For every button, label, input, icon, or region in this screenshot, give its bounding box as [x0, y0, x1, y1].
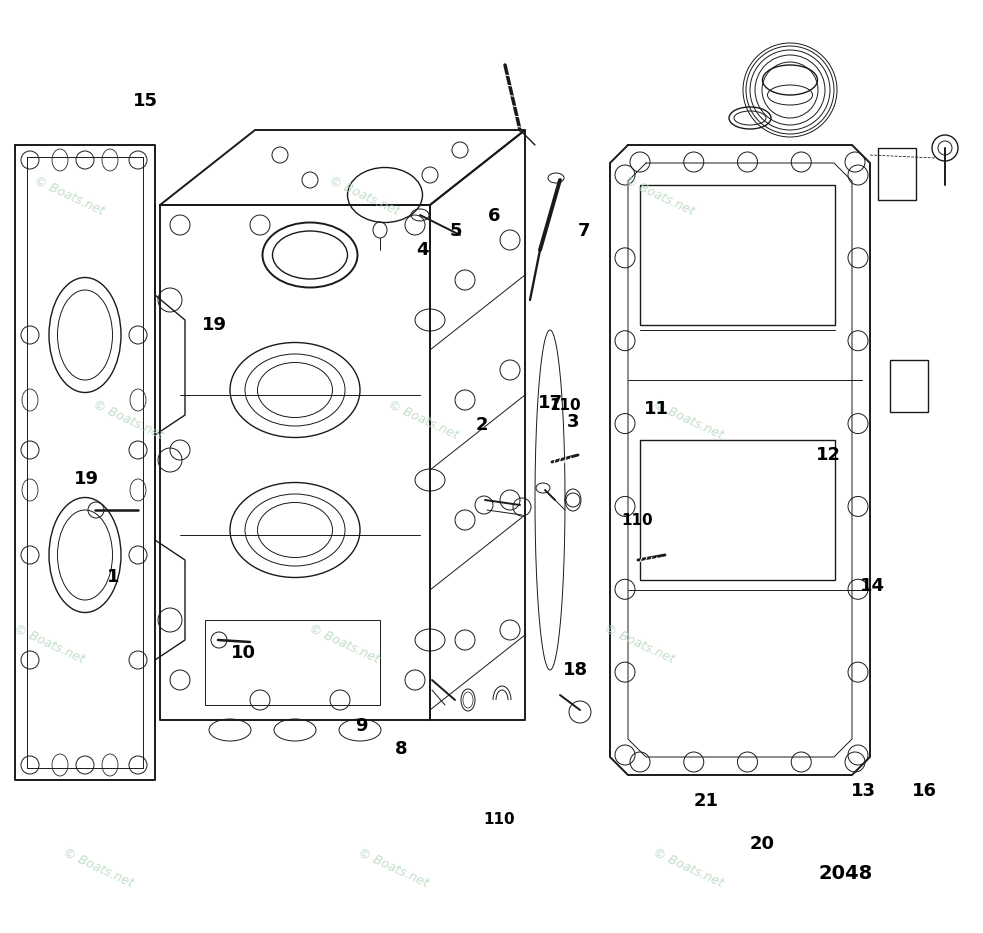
Text: 13: 13: [850, 782, 876, 801]
Text: 9: 9: [356, 717, 368, 735]
Text: 20: 20: [749, 835, 775, 854]
Text: 18: 18: [562, 661, 588, 679]
Text: 110: 110: [484, 812, 515, 827]
Bar: [640, 440, 835, 580]
Text: 6: 6: [489, 207, 500, 226]
Text: © Boats.net: © Boats.net: [602, 621, 676, 666]
Bar: [205, 620, 380, 705]
Circle shape: [938, 141, 952, 155]
Text: © Boats.net: © Boats.net: [651, 845, 725, 890]
Text: 11: 11: [644, 399, 669, 418]
Text: 12: 12: [816, 446, 841, 465]
Text: 10: 10: [231, 644, 257, 662]
Text: © Boats.net: © Boats.net: [12, 621, 87, 666]
Text: 110: 110: [621, 513, 653, 528]
Text: 4: 4: [417, 241, 429, 259]
Text: © Boats.net: © Boats.net: [31, 174, 106, 218]
Text: 2048: 2048: [818, 864, 873, 883]
Text: 19: 19: [74, 469, 99, 488]
Text: 5: 5: [450, 222, 462, 241]
Text: 1: 1: [107, 567, 119, 586]
Text: 14: 14: [860, 577, 886, 595]
Text: © Boats.net: © Boats.net: [651, 397, 725, 442]
Text: 7: 7: [578, 222, 590, 241]
Bar: [878, 148, 916, 200]
Text: © Boats.net: © Boats.net: [61, 845, 136, 890]
Text: © Boats.net: © Boats.net: [90, 397, 165, 442]
Bar: [890, 360, 928, 412]
Text: © Boats.net: © Boats.net: [326, 174, 401, 218]
Text: © Boats.net: © Boats.net: [385, 397, 460, 442]
Text: 15: 15: [133, 91, 158, 110]
Text: 8: 8: [395, 740, 407, 759]
Text: © Boats.net: © Boats.net: [307, 621, 381, 666]
Text: © Boats.net: © Boats.net: [356, 845, 431, 890]
Text: 110: 110: [549, 398, 581, 413]
Text: 3: 3: [567, 412, 579, 431]
Text: 2: 2: [476, 415, 488, 434]
Text: 21: 21: [693, 791, 719, 810]
Text: 17: 17: [538, 394, 563, 412]
Text: 19: 19: [202, 315, 227, 334]
Text: © Boats.net: © Boats.net: [621, 174, 696, 218]
Bar: [640, 185, 835, 325]
Text: 16: 16: [911, 782, 937, 801]
